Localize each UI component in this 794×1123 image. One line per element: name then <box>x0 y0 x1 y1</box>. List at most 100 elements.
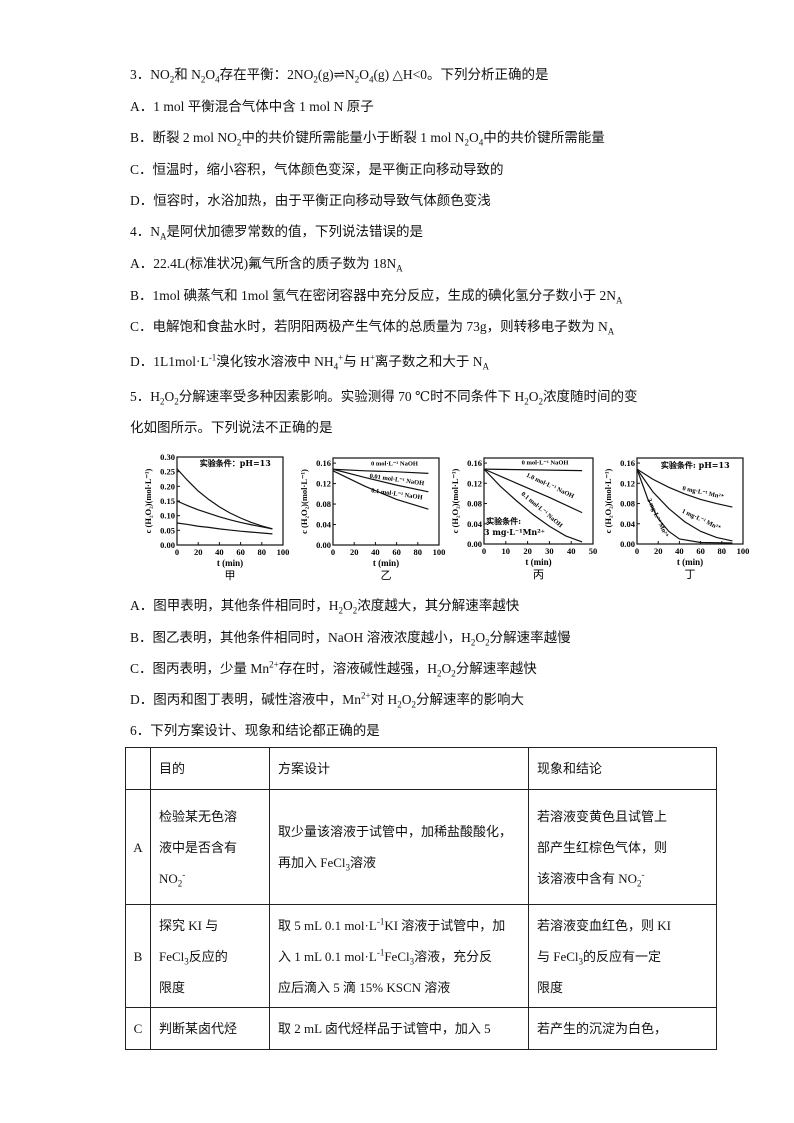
cell-line: 方案设计 <box>278 753 520 784</box>
table-cell: C <box>125 1007 151 1050</box>
x-tick-label: 20 <box>523 546 532 556</box>
series-label: 3 mg·L⁻¹ Mn²⁺ <box>645 497 669 539</box>
cell-line: 取 2 mL 卤代烃样品于试管中，加入 5 <box>278 1013 520 1044</box>
text-segment: 探究 KI 与 <box>159 917 219 933</box>
table-cell: 判断某卤代烃 <box>150 1007 270 1050</box>
subscript: 2 <box>352 605 358 616</box>
cell-line: 与 FeCl3的反应有一定 <box>537 941 708 972</box>
text-segment: 再加入 FeCl <box>278 855 346 870</box>
text-segment: D．图丙和图丁表明，碱性溶液中，Mn <box>130 692 362 707</box>
x-tick-label: 0 <box>175 547 179 557</box>
table-cell: 取 5 mL 0.1 mol·L-1KI 溶液于试管中，加入 1 mL 0.1 … <box>269 904 529 1008</box>
y-tick-label: 0.00 <box>620 539 635 549</box>
subscript: 2 <box>354 74 360 85</box>
superscript: -1 <box>376 916 385 927</box>
cell-line: 目的 <box>159 753 261 784</box>
y-tick-label: 0.16 <box>467 458 482 468</box>
text-segment: 的反应有一定 <box>583 948 662 964</box>
y-tick-label: 0.00 <box>160 540 175 550</box>
text-segment: 溶液 <box>350 855 377 870</box>
x-tick-label: 0 <box>635 546 639 556</box>
text-segment: O <box>359 67 369 82</box>
x-tick-label: 60 <box>392 547 401 557</box>
cell-line: 探究 KI 与 <box>159 910 261 941</box>
table-cell: A <box>125 789 151 905</box>
chart-1: 0 20 40 60 80 100 0.00 0.04 0.08 0.12 0.16 t (min) c… <box>299 457 446 582</box>
table-cell: 若产生的沉淀为白色， <box>528 1007 717 1050</box>
chart-2: 0 10 20 30 40 50 0.00 0.04 0.08 0.12 0.16 t (min) c … <box>450 457 598 581</box>
text-segment: 分解速率越快 <box>455 661 537 676</box>
subscript: 2 <box>451 668 456 679</box>
cell-line: A <box>126 832 150 863</box>
y-tick-label: 0.20 <box>160 481 175 491</box>
q3-option-a: A．1 mol 平衡混合气体中含 1 mol N 原子 <box>130 98 374 116</box>
series-line <box>483 468 583 514</box>
chart-0: 0 20 40 60 80 100 0.00 0.05 0.10 0.15 0.20 0.25 0.30… <box>143 452 289 582</box>
subscript: A <box>616 295 623 306</box>
subscript: 2 <box>338 605 344 616</box>
subscript: 4 <box>333 361 339 372</box>
series-line <box>332 470 429 510</box>
table-cell: 目的 <box>150 747 270 790</box>
text-segment: O <box>343 598 353 613</box>
table-cell: 取少量该溶液于试管中，加稀盐酸酸化， 再加入 FeCl3溶液 <box>269 789 529 905</box>
text-segment: C．恒温时，缩小容积，气体颜色变深，是平衡正向移动导致的 <box>130 162 504 177</box>
x-tick-label: 80 <box>718 546 727 556</box>
cell-line: 应后滴入 5 滴 15% KSCN 溶液 <box>278 972 520 1003</box>
chart-annotation: 实验条件：pH=13 <box>200 458 271 468</box>
subscript: 2 <box>485 637 490 648</box>
text-segment: 分解速率越慢 <box>489 630 571 645</box>
cell-line: B <box>126 941 150 972</box>
cell-line: 若产生的沉淀为白色， <box>537 1013 708 1044</box>
y-tick-label: 0.08 <box>620 499 635 509</box>
text-segment: 检验某无色溶 <box>159 808 238 824</box>
subscript: 4 <box>368 74 374 85</box>
text-segment: 取少量该溶液于试管中，加稀盐酸酸化， <box>278 824 513 839</box>
text-segment: B <box>133 948 143 964</box>
y-tick-label: 0.04 <box>467 519 483 529</box>
x-tick-label: 100 <box>433 547 446 557</box>
cell-line: 限度 <box>159 972 261 1003</box>
text-segment: 6．下列方案设计、现象和结论都正确的是 <box>130 723 380 738</box>
table-row: C 判断某卤代烃 取 2 mL 卤代烃样品于试管中，加入 5 若产生的沉淀为白色， <box>125 1007 717 1050</box>
text-segment: 若溶液变血红色，则 KI <box>537 917 671 933</box>
y-tick-label: 0.08 <box>316 499 331 509</box>
q6-options-table: 目的 方案设计 现象和结论 A 检验某无色溶 液中是否含有 NO2- 取少量该溶液于试管中，加… <box>125 747 717 1050</box>
text-segment: C <box>133 1021 143 1036</box>
text-segment: A <box>133 839 143 855</box>
text-segment: 现象和结论 <box>537 761 603 776</box>
text-segment: C．电解饱和食盐水时，若阴阳两极产生气体的总质量为 73g，则转移电子数为 N <box>130 319 608 334</box>
subscript: 2 <box>313 74 318 85</box>
text-segment: NO <box>159 870 178 886</box>
series-line <box>636 468 733 508</box>
text-segment: D．1L1mol·L <box>130 354 209 369</box>
text-segment: 反应的 <box>188 948 228 964</box>
subscript: 2 <box>538 396 543 407</box>
cell-line: 部产生红棕色气体，则 <box>537 832 708 863</box>
subscript: 2 <box>174 396 179 407</box>
y-tick-label: 0.04 <box>316 520 332 530</box>
x-axis-label: t (min) <box>525 557 551 567</box>
cell-line: 再加入 FeCl3溶液 <box>278 847 520 878</box>
plot-frame <box>483 457 594 545</box>
text-segment: O <box>469 130 479 145</box>
superscript: 2+ <box>269 659 279 670</box>
series-label: 0.1 mol·L⁻¹ NaOH <box>371 487 423 501</box>
cell-line: 液中是否含有 <box>159 832 261 863</box>
table-cell <box>125 747 151 790</box>
x-tick-label: 0 <box>331 547 335 557</box>
text-segment: 中的共价键所需能量小于断裂 1 mol N <box>241 130 465 145</box>
x-tick-label: 40 <box>371 547 380 557</box>
text-segment: 判断某卤代烃 <box>159 1021 238 1036</box>
text-segment: A．图甲表明，其他条件相同时，H <box>130 598 339 613</box>
text-segment: 方案设计 <box>278 761 331 776</box>
cell-line: 若溶液变黄色且试管上 <box>537 801 708 832</box>
subscript: A <box>607 326 615 337</box>
x-tick-label: 50 <box>589 546 598 556</box>
q3-stem: 3．NO2和 N2O4存在平衡：2NO2(g)⇌N2O4(g) △H<0。下列分… <box>130 66 549 84</box>
subscript: 3 <box>345 862 351 873</box>
y-tick-label: 0.12 <box>620 478 635 488</box>
chart-3: 0 20 40 60 80 100 0.00 0.04 0.08 0.12 0.16 t (min) c… <box>603 457 749 581</box>
text-segment: 与 FeCl <box>537 948 579 964</box>
subscript: 2 <box>169 74 175 85</box>
